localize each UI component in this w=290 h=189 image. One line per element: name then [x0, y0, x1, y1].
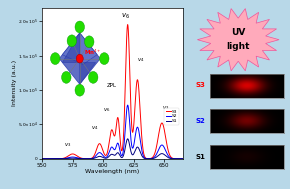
S2	[151, 157, 155, 159]
Y-axis label: Intensity (a.u.): Intensity (a.u.)	[12, 60, 17, 106]
S3	[48, 158, 51, 160]
S2	[109, 148, 112, 150]
Polygon shape	[62, 33, 96, 84]
Text: light: light	[226, 42, 250, 51]
S1	[177, 158, 180, 160]
S2	[105, 156, 108, 158]
Circle shape	[88, 71, 98, 83]
S1	[177, 158, 180, 160]
Circle shape	[75, 84, 84, 96]
S3	[105, 153, 108, 156]
Text: $v_4$: $v_4$	[91, 124, 98, 132]
S3	[177, 158, 180, 160]
Text: $v_3$: $v_3$	[162, 104, 169, 112]
S2	[40, 158, 44, 160]
Polygon shape	[197, 9, 279, 71]
S3	[177, 158, 180, 160]
Circle shape	[61, 71, 71, 83]
X-axis label: Wavelength (nm): Wavelength (nm)	[85, 169, 139, 174]
Circle shape	[99, 53, 109, 64]
S2	[177, 158, 180, 160]
S3	[151, 156, 155, 158]
Text: $v_3$: $v_3$	[64, 141, 71, 149]
Circle shape	[50, 53, 60, 64]
Text: S3: S3	[195, 82, 205, 88]
Polygon shape	[59, 33, 100, 84]
Text: UV: UV	[231, 28, 245, 37]
Text: Mn$^{4+}$: Mn$^{4+}$	[84, 48, 102, 57]
S1	[181, 158, 184, 160]
Legend: S3, S2, S1: S3, S2, S1	[164, 108, 179, 125]
Circle shape	[76, 54, 83, 63]
S3	[40, 158, 44, 160]
Polygon shape	[62, 33, 97, 64]
S3	[109, 133, 112, 135]
Circle shape	[84, 36, 94, 48]
Line: S1: S1	[42, 139, 183, 159]
S1	[126, 138, 129, 140]
S2	[181, 158, 184, 160]
Text: S1: S1	[195, 154, 205, 160]
Circle shape	[67, 35, 77, 47]
S2	[177, 158, 180, 160]
S3	[181, 158, 184, 160]
S2	[48, 158, 51, 160]
S1	[48, 158, 51, 160]
S1	[40, 158, 44, 160]
Text: $v_6$: $v_6$	[121, 12, 130, 21]
S1	[109, 154, 112, 156]
S2	[126, 104, 129, 106]
Text: $v_6$: $v_6$	[103, 106, 110, 114]
Line: S2: S2	[42, 105, 183, 159]
S1	[105, 157, 108, 159]
Circle shape	[75, 21, 84, 33]
S1	[151, 157, 155, 160]
Text: $v_4$: $v_4$	[137, 56, 145, 64]
Text: S2: S2	[195, 118, 205, 124]
S3	[126, 23, 129, 26]
Line: S3: S3	[42, 25, 183, 159]
Text: ZPL: ZPL	[107, 83, 117, 88]
